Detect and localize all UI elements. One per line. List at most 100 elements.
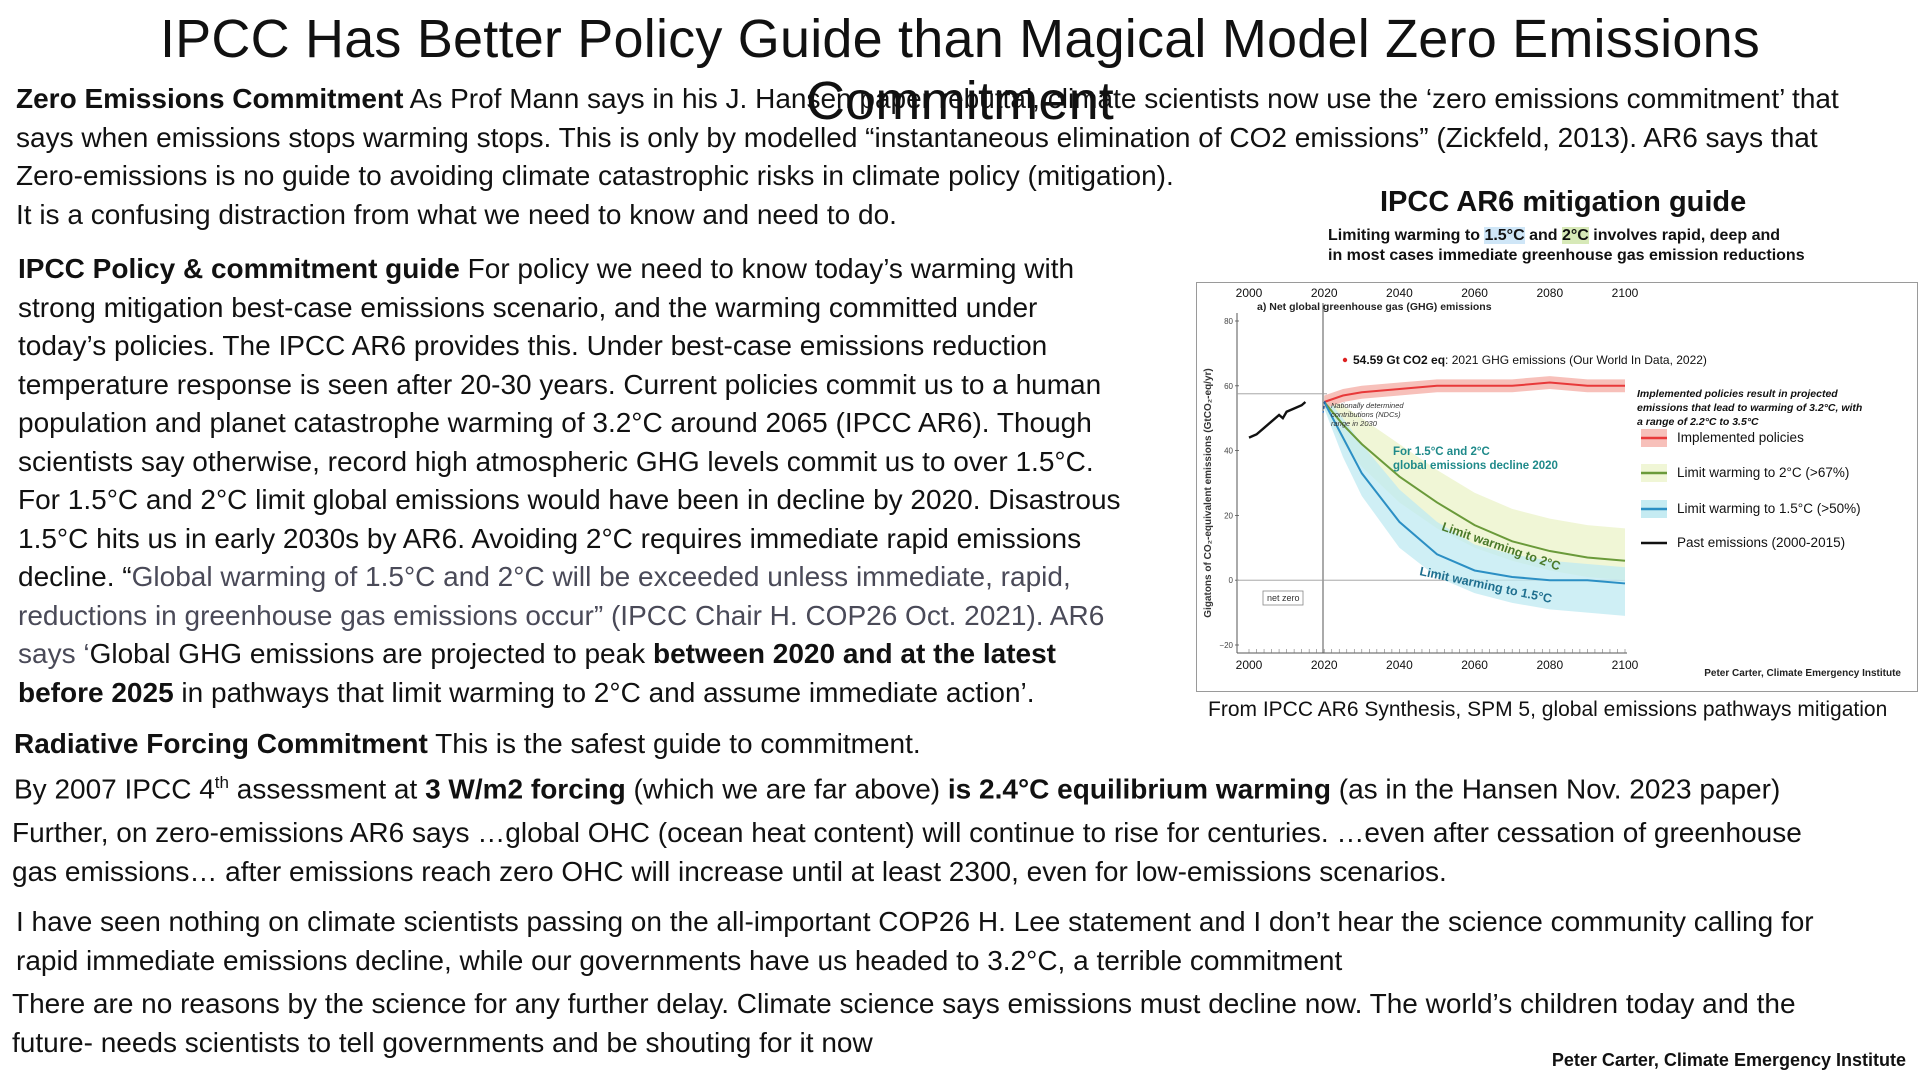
x-tick-bottom-2040: 2040 xyxy=(1386,658,1413,672)
y-tick-80: 80 xyxy=(1224,317,1233,326)
para2-l11a: says ‘ xyxy=(18,638,90,669)
legend-label-2: Limit warming to 1.5°C (>50%) xyxy=(1677,501,1861,516)
figure-subtitle-line2: in most cases immediate greenhouse gas e… xyxy=(1328,247,1805,264)
para1-line1: Zero Emissions Commitment As Prof Mann s… xyxy=(16,80,1916,119)
para2-line1: IPCC Policy & commitment guide For polic… xyxy=(18,250,1188,289)
para1-lead: Zero Emissions Commitment xyxy=(16,83,404,114)
paragraph-zero-emissions: Zero Emissions Commitment As Prof Mann s… xyxy=(16,80,1916,234)
ndc-note-1: Nationally determined xyxy=(1331,401,1404,410)
figure-subtitle: Limiting warming to 1.5°C and 2°C involv… xyxy=(1328,226,1805,266)
emissions-chart-svg: 2000200020202020204020402060206020802080… xyxy=(1203,286,1901,679)
para2-line2: strong mitigation best-case emissions sc… xyxy=(18,291,1038,323)
x-tick-bottom-2080: 2080 xyxy=(1536,658,1563,672)
y-tick-40: 40 xyxy=(1224,447,1233,456)
para2-line9: decline. “Global warming of 1.5°C and 2°… xyxy=(18,558,1188,597)
implemented-note-3: a range of 2.2°C to 3.5°C xyxy=(1637,416,1759,428)
implemented-note-2: emissions that lead to warming of 3.2°C,… xyxy=(1637,402,1862,414)
paragraph-cop26: I have seen nothing on climate scientist… xyxy=(16,903,1916,980)
para5-line2: rapid immediate emissions decline, while… xyxy=(16,944,1343,976)
legend: Implemented policies Limit warming to 2°C… xyxy=(1641,429,1861,550)
x-tick-bottom-2060: 2060 xyxy=(1461,658,1488,672)
para3-sup: th xyxy=(214,772,229,792)
annotation-point: 54.59 Gt CO2 eq xyxy=(1353,353,1445,367)
x-tick-bottom-2000: 2000 xyxy=(1236,658,1263,672)
x-tick-top-2100: 2100 xyxy=(1612,286,1639,300)
decline-note-2: global emissions decline 2020 xyxy=(1393,460,1558,472)
ndc-note-2: contributions (NDCs) xyxy=(1331,410,1401,419)
band-limit-warming-to-2-c-67- xyxy=(1324,395,1625,581)
para2-line4: temperature response is seen after 20-30… xyxy=(18,368,1102,400)
figure-title: IPCC AR6 mitigation guide xyxy=(1380,186,1747,218)
ndc-note-3: range in 2030 xyxy=(1331,419,1378,428)
emissions-chart: 2000 2000 2020 2020 2040 2040 2060 2060 2080 2080… xyxy=(1196,282,1918,692)
x-tick-bottom-2020: 2020 xyxy=(1311,658,1338,672)
figure-subtitle-line1: Limiting warming to 1.5°C and 2°C involv… xyxy=(1328,226,1805,246)
sub1a: Limiting warming to xyxy=(1328,227,1485,244)
para3-l2d: (which we are far above) xyxy=(625,772,948,804)
band-limit-warming-to-1-5-c-50- xyxy=(1324,395,1625,616)
para2-l12a: before 2025 xyxy=(18,676,174,708)
sub1e: involves rapid, deep and xyxy=(1588,227,1781,244)
para4-line1: Further, on zero-emissions AR6 says …glo… xyxy=(12,817,1802,848)
para2-line7: For 1.5°C and 2°C limit global emissions… xyxy=(18,484,1121,515)
page-title: IPCC Has Better Policy Guide than Magica… xyxy=(159,9,1761,131)
para2-line8: 1.5°C hits us in early 2030s by AR6. Avo… xyxy=(18,522,1082,554)
sub1c: and xyxy=(1524,227,1562,244)
para4-line2: gas emissions… after emissions reach zer… xyxy=(12,855,1447,887)
para2-line6: scientists say otherwise, record high at… xyxy=(18,445,1094,477)
para3-l2f: (as in the Hansen Nov. 2023 paper) xyxy=(1330,772,1781,804)
net-zero-box xyxy=(1262,590,1304,606)
para1-line4: It is a confusing distraction from what … xyxy=(16,198,897,230)
para3-line1: Radiative Forcing Commitment This is the… xyxy=(14,725,1914,764)
chart-credit: Peter Carter, Climate Emergency Institut… xyxy=(1704,668,1901,679)
net-zero-label: net zero xyxy=(1267,593,1300,603)
annotation-rest: : 2021 GHG emissions (Our World In Data,… xyxy=(1445,353,1707,367)
para2-line5: population and planet catastrophe warmin… xyxy=(18,407,1092,438)
para3-l2e: is 2.4°C equilibrium warming xyxy=(947,772,1331,804)
series-limit-warming-to-1-5-c-50- xyxy=(1323,401,1626,585)
para2-line10: reductions in greenhouse gas emissions o… xyxy=(18,597,1188,636)
footer-credit: Peter Carter, Climate Emergency Institut… xyxy=(1551,1050,1906,1070)
x-tick-top-2080: 2080 xyxy=(1536,286,1563,300)
y-axis-label: Gigatons of CO₂-equivalent emissions (Gt… xyxy=(1203,368,1214,617)
series-implemented-policies xyxy=(1323,381,1625,403)
para2-l1: For policy we need to know today’s warmi… xyxy=(459,253,1075,284)
decline-note-1: For 1.5°C and 2°C xyxy=(1393,446,1490,458)
paragraph-no-delay: There are no reasons by the science for … xyxy=(12,985,1912,1062)
para6-line2: future- needs scientists to tell governm… xyxy=(12,1026,873,1058)
legend-label-3: Past emissions (2000-2015) xyxy=(1677,535,1845,550)
para2-line11: says ‘Global GHG emissions are projected… xyxy=(18,635,1188,674)
bands-layer xyxy=(1324,376,1625,616)
para2-l9a: decline. “ xyxy=(18,561,132,592)
annotation-marker xyxy=(1342,357,1348,363)
para3-l1: This is the safest guide to commitment. xyxy=(427,728,921,759)
y-tick--20: −20 xyxy=(1219,641,1233,650)
para3-line2: By 2007 IPCC 4th assessment at 3 W/m2 fo… xyxy=(14,764,1914,809)
x-tick-top-2040: 2040 xyxy=(1386,286,1413,300)
y-tick-20: 20 xyxy=(1224,511,1233,520)
para2-line12: before 2025 in pathways that limit warmi… xyxy=(18,674,1188,713)
x-tick-top-2020: 2020 xyxy=(1311,286,1338,300)
series-past-emissions-2000-2015- xyxy=(1248,401,1307,439)
para2-lead: IPCC Policy & commitment guide xyxy=(18,253,460,284)
quote-line2: reductions in greenhouse gas emissions o… xyxy=(18,599,594,631)
y-tick-60: 60 xyxy=(1224,382,1233,391)
y-tick-0: 0 xyxy=(1229,576,1234,585)
para3-l2c: 3 W/m2 forcing xyxy=(425,772,626,804)
series-limit-warming-to-2-c-67- xyxy=(1323,401,1626,562)
ticks-layer: 2000200020202020204020402060206020802080… xyxy=(1219,286,1638,672)
annotation-arrow xyxy=(1322,400,1326,414)
paragraph-ohc: Further, on zero-emissions AR6 says …glo… xyxy=(12,814,1912,891)
para6-line1: There are no reasons by the science for … xyxy=(12,988,1796,1019)
para1-line2: says when emissions stops warming stops.… xyxy=(16,121,1818,153)
band-implemented-policies xyxy=(1324,376,1625,409)
para3-lead: Radiative Forcing Commitment xyxy=(14,728,428,759)
quote-line1: Global warming of 1.5°C and 2°C will be … xyxy=(131,561,1071,592)
legend-label-0: Implemented policies xyxy=(1677,430,1804,445)
panel-label: a) Net global greenhouse gas (GHG) emiss… xyxy=(1257,301,1492,313)
para3-l2b: assessment at xyxy=(228,772,426,804)
para2-l11b: Global GHG emissions are projected to pe… xyxy=(89,638,653,669)
para1-line3: Zero-emissions is no guide to avoiding c… xyxy=(16,160,1174,191)
paragraph-policy-guide: IPCC Policy & commitment guide For polic… xyxy=(18,250,1188,712)
figure-caption: From IPCC AR6 Synthesis, SPM 5, global e… xyxy=(1208,698,1888,721)
